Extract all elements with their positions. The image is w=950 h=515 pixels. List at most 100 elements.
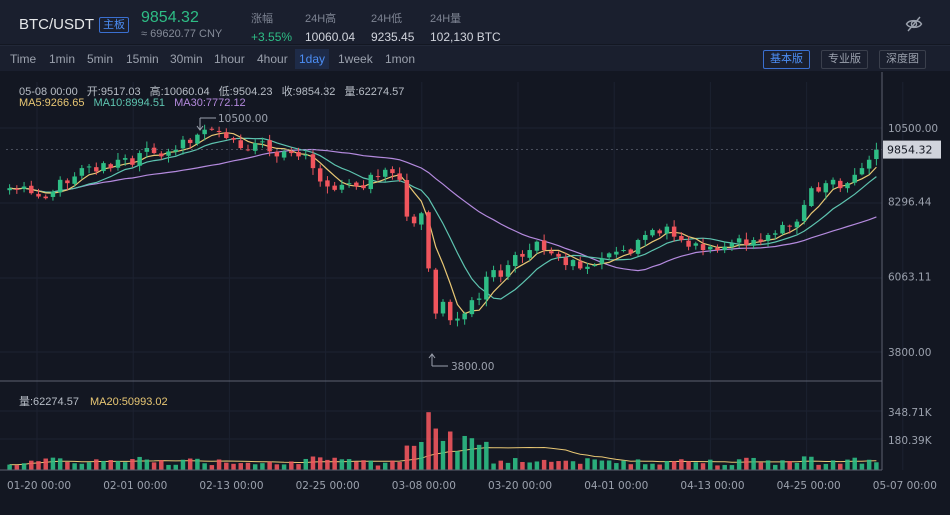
candle <box>512 255 518 267</box>
volume-bar <box>708 459 713 470</box>
stat-high-label: 24H高 <box>305 13 337 25</box>
candle <box>411 216 417 224</box>
volume-bar <box>628 464 634 470</box>
volume-bar <box>845 459 850 470</box>
tf-1min[interactable]: 1min <box>49 52 76 66</box>
volume-bar <box>325 459 330 470</box>
candle <box>361 185 366 189</box>
volume-bar <box>426 412 431 470</box>
candle <box>758 239 764 242</box>
volume-bar <box>289 461 294 470</box>
tf-1hour[interactable]: 1hour <box>214 52 245 66</box>
volume-bar <box>202 463 207 470</box>
candle <box>845 183 850 189</box>
volume-bar <box>101 460 106 470</box>
candle <box>830 179 836 185</box>
volume-bar <box>375 465 381 470</box>
volume-bar <box>599 460 605 470</box>
volume-tick-label: 348.71K <box>888 407 933 419</box>
candle <box>426 212 431 269</box>
candle <box>375 176 381 178</box>
candle <box>838 180 843 189</box>
high-annotation: 10500.00 <box>218 113 268 125</box>
volume-bar <box>563 460 569 470</box>
candle <box>585 266 590 269</box>
volume-bar <box>57 458 63 470</box>
tf-1week[interactable]: 1week <box>338 52 373 66</box>
last-price: 9854.32 <box>141 9 199 26</box>
candle <box>50 191 56 197</box>
candle <box>339 184 345 190</box>
candle <box>751 240 756 246</box>
kline-chart[interactable]: 10500.00 8296.44 6063.11 3800.00 348.71K 180.… <box>0 72 950 515</box>
ohlc-info: 05-08 00:00 开:9517.03 高:10060.04 低:9504.… <box>19 83 410 99</box>
candle <box>606 253 612 258</box>
candle <box>787 225 792 227</box>
volume-bar <box>671 461 677 470</box>
volume-bar <box>744 457 749 470</box>
ma-legend: MA5:9266.65 MA10:8994.51 MA30:7772.12 <box>19 97 246 109</box>
volume-bar <box>758 462 764 470</box>
pair-name[interactable]: BTC/USDT <box>19 16 94 33</box>
tf-time[interactable]: Time <box>10 52 37 66</box>
view-depth-button[interactable]: 深度图 <box>879 50 926 69</box>
tf-15min[interactable]: 15min <box>126 52 159 66</box>
volume-bar <box>166 464 171 470</box>
view-basic-button[interactable]: 基本版 <box>763 50 810 69</box>
tf-4hour[interactable]: 4hour <box>257 52 288 66</box>
candle <box>187 139 193 144</box>
volume-bar <box>180 459 186 470</box>
candle <box>671 226 677 237</box>
view-pro-button[interactable]: 专业版 <box>821 50 868 69</box>
candle <box>476 298 482 300</box>
last-price-box <box>883 140 941 159</box>
volume-bar <box>852 457 857 470</box>
y-tick-label: 8296.44 <box>888 197 932 209</box>
volume-bar <box>541 459 547 470</box>
cny-price: ≈ 69620.77 CNY <box>141 28 223 40</box>
eye-off-icon[interactable] <box>905 15 923 33</box>
candle <box>101 163 106 172</box>
candle <box>303 154 308 156</box>
volume-bar <box>332 457 337 470</box>
volume-bar <box>549 461 554 470</box>
candle <box>325 180 330 187</box>
volume-bar <box>780 460 785 470</box>
candle <box>556 253 561 257</box>
x-tick-label: 02-01 00:00 <box>103 480 167 492</box>
volume-bar <box>433 428 439 470</box>
volume-bar <box>108 459 113 470</box>
volume-bar <box>534 461 540 470</box>
volume-bar <box>484 441 489 470</box>
volume-bar <box>866 459 872 470</box>
tf-30min[interactable]: 30min <box>170 52 203 66</box>
tf-1mon[interactable]: 1mon <box>385 52 416 66</box>
ma5-legend: MA5:9266.65 <box>19 97 85 109</box>
volume-bar <box>382 462 388 470</box>
tf-1day[interactable]: 1day <box>295 49 330 69</box>
volume-bar <box>173 464 178 470</box>
candle <box>664 226 670 234</box>
volume-bar <box>419 442 424 470</box>
volume-bar <box>65 461 70 470</box>
volume-bar <box>679 459 684 470</box>
timeframe-toolbar: Time 1min 5min 15min 30min 1hour 4hour 1… <box>0 45 950 71</box>
candle <box>621 250 626 252</box>
volume-bar <box>498 460 504 470</box>
volume-bar <box>72 463 77 470</box>
volume-bar <box>578 463 583 470</box>
candle <box>115 159 121 168</box>
volume-bar <box>260 463 265 470</box>
candle <box>332 185 337 190</box>
volume-bar <box>137 456 142 470</box>
tf-5min[interactable]: 5min <box>87 52 114 66</box>
x-tick-label: 03-08 00:00 <box>392 480 456 492</box>
volume-bar <box>43 458 48 470</box>
stat-change: 涨幅 +3.55% <box>251 10 292 44</box>
volume-bar <box>830 460 836 470</box>
y-tick-label: 10500.00 <box>888 123 938 135</box>
info-low: 低:9504.23 <box>218 86 273 98</box>
volume-bar <box>794 462 800 470</box>
x-tick-label: 02-13 00:00 <box>199 480 263 492</box>
volume-bar <box>281 464 287 470</box>
